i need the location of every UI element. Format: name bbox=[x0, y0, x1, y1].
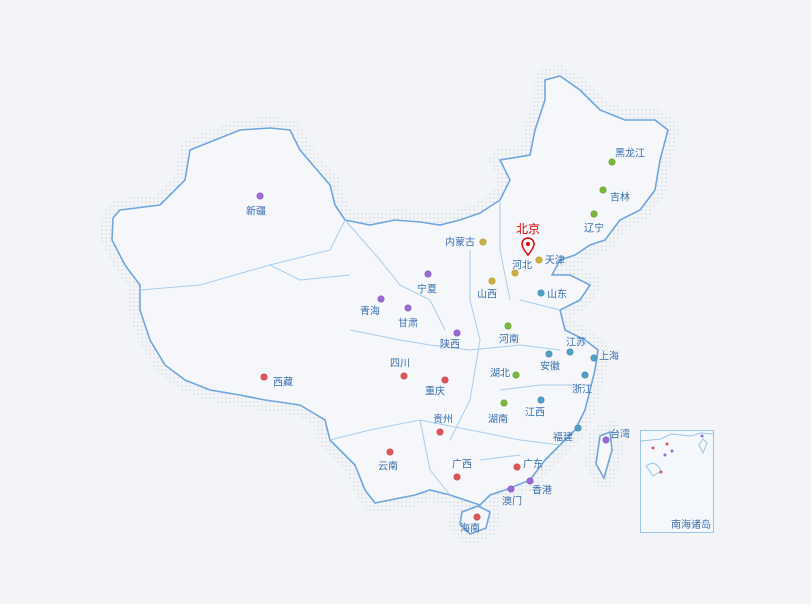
province-label[interactable]: 内蒙古 bbox=[445, 237, 475, 249]
province-marker[interactable] bbox=[507, 485, 515, 493]
province-label[interactable]: 辽宁 bbox=[584, 223, 604, 235]
south-china-sea-islands-inset: 南海诸岛 bbox=[640, 430, 714, 533]
province-marker[interactable] bbox=[504, 322, 512, 330]
province-border bbox=[519, 299, 561, 311]
inset-label: 南海诸岛 bbox=[671, 520, 711, 531]
capital-beijing[interactable]: 北京 bbox=[516, 220, 540, 257]
province-border bbox=[419, 419, 451, 496]
capital-label: 北京 bbox=[515, 222, 541, 236]
province-label[interactable]: 台湾 bbox=[610, 429, 630, 441]
province-marker[interactable] bbox=[400, 372, 408, 380]
province-marker[interactable] bbox=[453, 473, 461, 481]
province-border bbox=[349, 329, 471, 351]
province-border bbox=[499, 200, 511, 301]
province-marker[interactable] bbox=[599, 186, 607, 194]
province-label[interactable]: 香港 bbox=[532, 485, 552, 497]
province-marker[interactable] bbox=[526, 477, 534, 485]
map-pin-icon bbox=[521, 237, 535, 257]
province-marker[interactable] bbox=[581, 371, 589, 379]
province-marker[interactable] bbox=[590, 354, 598, 362]
province-marker[interactable] bbox=[386, 448, 394, 456]
province-label[interactable]: 湖南 bbox=[488, 414, 508, 426]
province-label[interactable]: 云南 bbox=[378, 461, 398, 473]
province-label[interactable]: 河北 bbox=[512, 260, 532, 272]
province-label[interactable]: 甘肃 bbox=[398, 318, 418, 330]
province-marker[interactable] bbox=[512, 371, 520, 379]
province-label[interactable]: 黑龙江 bbox=[615, 148, 645, 160]
province-label[interactable]: 宁夏 bbox=[417, 284, 437, 296]
province-marker[interactable] bbox=[590, 210, 598, 218]
province-label[interactable]: 山西 bbox=[477, 289, 497, 301]
province-border bbox=[329, 419, 561, 446]
province-label[interactable]: 新疆 bbox=[246, 206, 266, 218]
province-marker[interactable] bbox=[574, 424, 582, 432]
province-marker[interactable] bbox=[513, 463, 521, 471]
province-label[interactable]: 陕西 bbox=[440, 339, 460, 351]
province-label[interactable]: 海南 bbox=[460, 523, 480, 535]
province-label[interactable]: 西藏 bbox=[273, 377, 293, 389]
province-marker[interactable] bbox=[404, 304, 412, 312]
province-label[interactable]: 天津 bbox=[545, 255, 565, 267]
province-marker[interactable] bbox=[537, 396, 545, 404]
province-label[interactable]: 福建 bbox=[553, 432, 573, 444]
province-marker[interactable] bbox=[537, 289, 545, 297]
province-marker[interactable] bbox=[511, 269, 519, 277]
province-marker[interactable] bbox=[602, 436, 610, 444]
province-marker[interactable] bbox=[488, 277, 496, 285]
province-border bbox=[449, 250, 481, 441]
province-border bbox=[269, 219, 346, 266]
province-marker[interactable] bbox=[566, 348, 574, 356]
province-label[interactable]: 湖北 bbox=[490, 368, 510, 380]
province-marker[interactable] bbox=[453, 329, 461, 337]
province-label[interactable]: 广东 bbox=[523, 459, 543, 471]
country-border bbox=[111, 75, 669, 506]
province-marker[interactable] bbox=[608, 158, 616, 166]
province-border bbox=[479, 454, 521, 461]
province-label[interactable]: 山东 bbox=[547, 289, 567, 301]
province-label[interactable]: 广西 bbox=[452, 459, 472, 471]
province-marker[interactable] bbox=[260, 373, 268, 381]
province-marker[interactable] bbox=[473, 513, 481, 521]
province-label[interactable]: 浙江 bbox=[572, 384, 592, 396]
province-label[interactable]: 青海 bbox=[360, 306, 380, 318]
inset-map bbox=[641, 432, 713, 477]
province-marker[interactable] bbox=[377, 295, 385, 303]
province-label[interactable]: 河南 bbox=[499, 334, 519, 346]
province-marker[interactable] bbox=[535, 256, 543, 264]
province-label[interactable]: 安徽 bbox=[540, 361, 560, 373]
province-label[interactable]: 江苏 bbox=[566, 337, 586, 349]
country-border bbox=[595, 430, 613, 481]
province-border bbox=[344, 219, 446, 331]
province-label[interactable]: 四川 bbox=[390, 358, 410, 370]
province-marker[interactable] bbox=[436, 428, 444, 436]
province-border bbox=[499, 384, 585, 391]
province-marker[interactable] bbox=[479, 238, 487, 246]
province-label[interactable]: 上海 bbox=[599, 351, 619, 363]
province-marker[interactable] bbox=[545, 350, 553, 358]
province-border bbox=[469, 344, 561, 351]
province-label[interactable]: 江西 bbox=[525, 407, 545, 419]
province-label[interactable]: 贵州 bbox=[433, 414, 453, 426]
province-marker[interactable] bbox=[256, 192, 264, 200]
province-label[interactable]: 澳门 bbox=[502, 496, 522, 508]
province-label[interactable]: 重庆 bbox=[425, 386, 445, 398]
province-border bbox=[139, 264, 351, 291]
province-label[interactable]: 吉林 bbox=[610, 192, 630, 204]
province-marker[interactable] bbox=[441, 376, 449, 384]
province-marker[interactable] bbox=[500, 399, 508, 407]
province-marker[interactable] bbox=[424, 270, 432, 278]
